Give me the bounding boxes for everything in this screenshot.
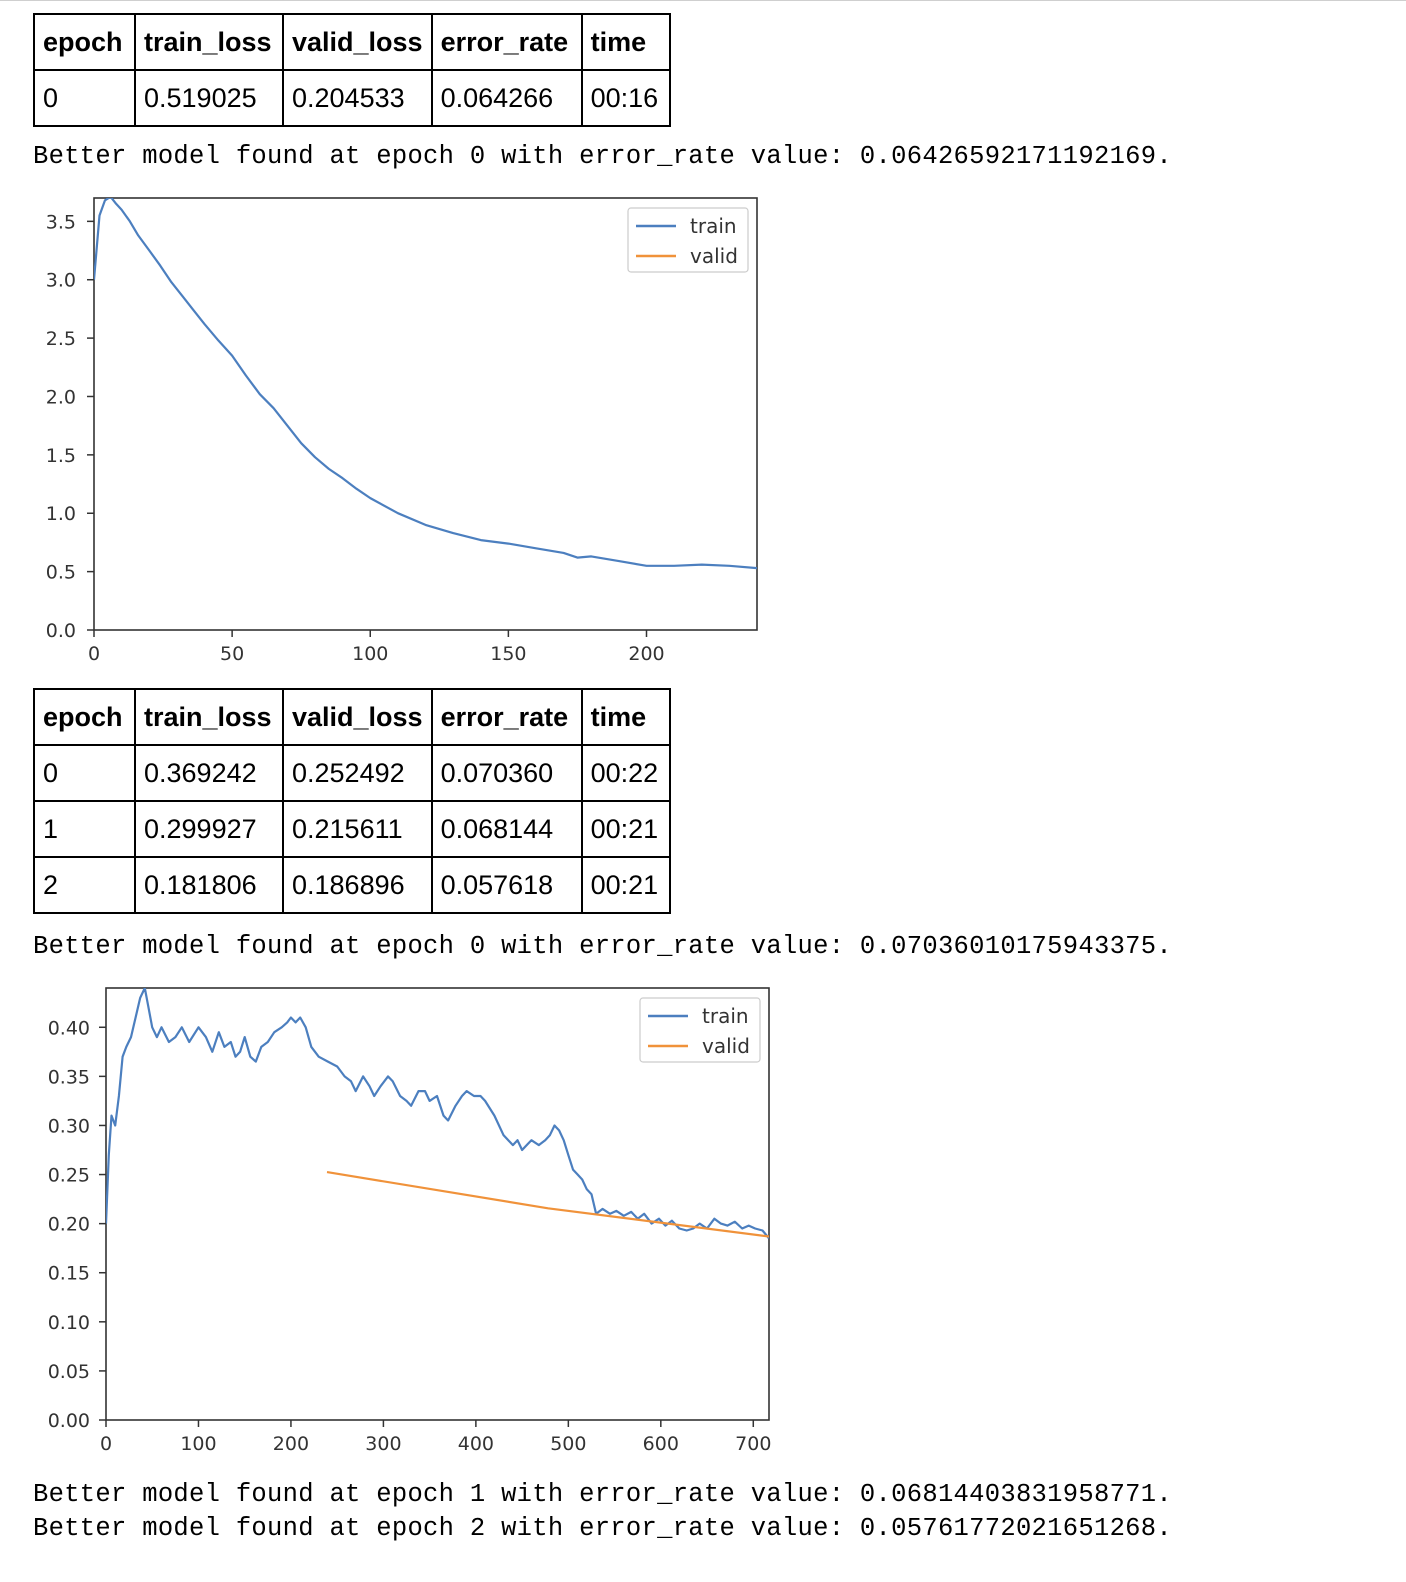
output-message-4: Better model found at epoch 2 with error… <box>33 1514 1172 1543</box>
table-row: 0 0.369242 0.252492 0.070360 00:22 <box>33 744 671 802</box>
y-tick-label: 1.5 <box>46 445 76 467</box>
output-message-2: Better model found at epoch 0 with error… <box>33 932 1172 961</box>
col-valid-loss: valid_loss <box>282 13 433 71</box>
x-tick-label: 200 <box>628 643 664 665</box>
col-time: time <box>580 13 671 71</box>
cell: 0.070360 <box>430 744 583 802</box>
col-time: time <box>580 688 671 746</box>
table-row: 1 0.299927 0.215611 0.068144 00:21 <box>33 800 671 858</box>
cell: 0 <box>33 69 136 127</box>
cell: 00:21 <box>580 856 671 914</box>
legend-label-valid: valid <box>702 1034 750 1058</box>
x-tick-label: 700 <box>735 1433 771 1455</box>
cell: 0.519025 <box>134 69 284 127</box>
series-line-train <box>106 988 769 1240</box>
cell: 0.068144 <box>430 800 583 858</box>
x-tick-label: 300 <box>365 1433 401 1455</box>
y-tick-label: 3.5 <box>46 211 76 233</box>
cell: 0.204533 <box>282 69 433 127</box>
y-tick-label: 0.40 <box>48 1017 90 1039</box>
y-tick-label: 0.35 <box>48 1066 90 1088</box>
table-header-row: epoch train_loss valid_loss error_rate t… <box>33 688 671 746</box>
x-tick-label: 0 <box>100 1433 112 1455</box>
col-train-loss: train_loss <box>134 688 284 746</box>
cell-divider <box>0 0 1406 1</box>
y-tick-label: 0.10 <box>48 1312 90 1334</box>
cell: 0.057618 <box>430 856 583 914</box>
table-header-row: epoch train_loss valid_loss error_rate t… <box>33 13 671 71</box>
cell: 00:16 <box>580 69 671 127</box>
cell: 00:22 <box>580 744 671 802</box>
cell: 2 <box>33 856 136 914</box>
y-tick-label: 0.20 <box>48 1214 90 1236</box>
results-table-1: epoch train_loss valid_loss error_rate t… <box>33 13 671 127</box>
x-tick-label: 400 <box>458 1433 494 1455</box>
col-epoch: epoch <box>33 688 136 746</box>
col-train-loss: train_loss <box>134 13 284 71</box>
col-epoch: epoch <box>33 13 136 71</box>
x-tick-label: 50 <box>220 643 244 665</box>
y-tick-label: 0.30 <box>48 1115 90 1137</box>
cell: 1 <box>33 800 136 858</box>
cell: 0 <box>33 744 136 802</box>
cell: 0.369242 <box>134 744 284 802</box>
cell: 0.252492 <box>282 744 433 802</box>
x-tick-label: 500 <box>550 1433 586 1455</box>
y-tick-label: 0.05 <box>48 1361 90 1383</box>
table-row: 0 0.519025 0.204533 0.064266 00:16 <box>33 69 671 127</box>
cell: 00:21 <box>580 800 671 858</box>
y-tick-label: 0.15 <box>48 1263 90 1285</box>
x-tick-label: 600 <box>643 1433 679 1455</box>
y-tick-label: 3.0 <box>46 270 76 292</box>
x-tick-label: 100 <box>180 1433 216 1455</box>
output-message-3: Better model found at epoch 1 with error… <box>33 1480 1172 1509</box>
cell: 0.181806 <box>134 856 284 914</box>
legend-label-valid: valid <box>690 244 738 268</box>
y-tick-label: 0.5 <box>46 562 76 584</box>
series-line-train <box>94 198 757 570</box>
y-tick-label: 2.5 <box>46 328 76 350</box>
results-table-2: epoch train_loss valid_loss error_rate t… <box>33 688 671 914</box>
y-tick-label: 1.0 <box>46 503 76 525</box>
x-tick-label: 100 <box>352 643 388 665</box>
y-tick-label: 0.25 <box>48 1165 90 1187</box>
cell: 0.064266 <box>430 69 583 127</box>
x-tick-label: 200 <box>273 1433 309 1455</box>
cell: 0.215611 <box>282 800 433 858</box>
legend-label-train: train <box>702 1004 749 1028</box>
loss-chart-1: 0.0 0.5 1.0 1.5 2.0 2.5 3.0 3.5 0 50 100 150 200 trai… <box>46 197 758 665</box>
y-tick-label: 0.00 <box>48 1410 90 1432</box>
table-row: 2 0.181806 0.186896 0.057618 00:21 <box>33 856 671 914</box>
y-tick-label: 0.0 <box>46 620 76 642</box>
col-error-rate: error_rate <box>430 688 583 746</box>
y-tick-label: 2.0 <box>46 386 76 408</box>
col-valid-loss: valid_loss <box>282 688 433 746</box>
x-tick-label: 0 <box>88 643 100 665</box>
series-line-valid <box>326 1171 769 1238</box>
output-message-1: Better model found at epoch 0 with error… <box>33 142 1172 171</box>
x-tick-label: 150 <box>490 643 526 665</box>
cell: 0.299927 <box>134 800 284 858</box>
col-error-rate: error_rate <box>430 13 583 71</box>
cell: 0.186896 <box>282 856 433 914</box>
legend-label-train: train <box>690 214 737 238</box>
loss-chart-2: 0.00 0.05 0.10 0.15 0.20 0.25 0.30 0.35 0.40 0 100… <box>48 987 771 1455</box>
